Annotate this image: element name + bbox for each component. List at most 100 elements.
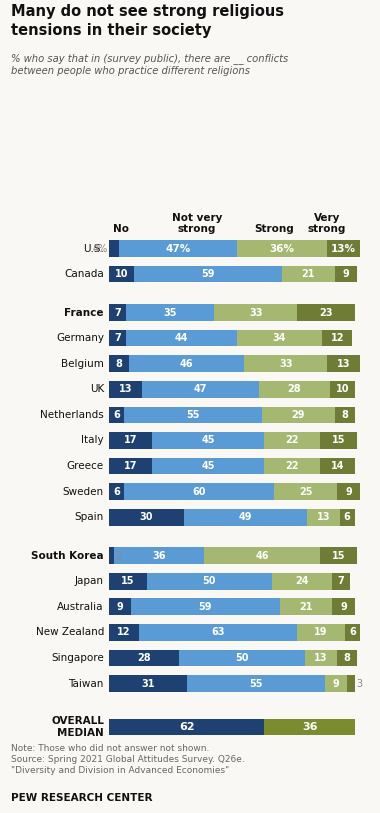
Text: 36%: 36% [269, 244, 294, 254]
Bar [320, 547, 357, 564]
Bar [109, 573, 147, 589]
Bar [124, 406, 262, 424]
Bar [119, 241, 237, 257]
Text: 36%: 36% [271, 244, 294, 254]
Bar [264, 433, 320, 449]
Text: 19: 19 [314, 628, 328, 637]
Bar [109, 547, 114, 564]
Text: Belgium: Belgium [61, 359, 104, 369]
Text: 13: 13 [119, 385, 132, 394]
Text: 15: 15 [332, 550, 345, 561]
Text: South Korea: South Korea [31, 550, 104, 561]
Text: 6: 6 [113, 487, 120, 497]
Text: Netherlands: Netherlands [40, 410, 104, 420]
Bar [109, 381, 141, 398]
Bar [307, 509, 340, 525]
Text: 2: 2 [115, 550, 122, 561]
Text: 23: 23 [319, 307, 332, 318]
Bar [327, 355, 360, 372]
Text: Many do not see strong religious
tensions in their society: Many do not see strong religious tension… [11, 4, 284, 37]
Bar [214, 304, 297, 321]
Bar [305, 650, 337, 667]
Bar [274, 483, 337, 500]
Text: 55: 55 [249, 679, 263, 689]
Bar [335, 406, 355, 424]
Bar [109, 330, 127, 346]
Text: 49: 49 [239, 512, 252, 522]
Bar [297, 304, 355, 321]
Bar [340, 509, 355, 525]
Text: 59: 59 [199, 602, 212, 611]
Bar [152, 433, 264, 449]
Bar [109, 241, 119, 257]
Text: 13: 13 [314, 653, 328, 663]
Bar [320, 433, 357, 449]
Bar [337, 650, 357, 667]
Text: 12: 12 [117, 628, 131, 637]
Text: 34: 34 [273, 333, 286, 343]
Bar [264, 719, 355, 735]
Text: 9: 9 [343, 269, 349, 279]
Text: Very
strong: Very strong [308, 213, 346, 234]
Text: UK: UK [90, 385, 104, 394]
Bar [204, 547, 320, 564]
Text: 21: 21 [302, 269, 315, 279]
Bar [320, 458, 355, 474]
Text: Taiwan: Taiwan [68, 679, 104, 689]
Bar [147, 573, 272, 589]
Text: Canada: Canada [64, 269, 104, 279]
Bar [332, 573, 350, 589]
Text: 62: 62 [179, 722, 195, 732]
Text: 8: 8 [344, 653, 351, 663]
Bar [237, 330, 322, 346]
Text: 17: 17 [124, 461, 137, 471]
Text: 3: 3 [356, 679, 362, 689]
Text: 46: 46 [180, 359, 193, 369]
Text: 31: 31 [141, 679, 155, 689]
Text: Spain: Spain [74, 512, 104, 522]
Text: 25: 25 [299, 487, 313, 497]
Text: 9: 9 [332, 679, 339, 689]
Text: 22: 22 [285, 436, 299, 446]
Text: 10: 10 [115, 269, 128, 279]
Text: 24: 24 [295, 576, 309, 586]
Bar [280, 598, 332, 615]
Bar [139, 624, 297, 641]
Text: 13%: 13% [332, 244, 355, 254]
Text: 63: 63 [211, 628, 225, 637]
Bar [134, 266, 282, 282]
Text: 50: 50 [235, 653, 249, 663]
Text: 36: 36 [152, 550, 166, 561]
Text: 21: 21 [299, 602, 313, 611]
Text: 44: 44 [175, 333, 188, 343]
Text: 6: 6 [344, 512, 351, 522]
Text: Greece: Greece [67, 461, 104, 471]
Text: France: France [64, 307, 104, 318]
Bar [327, 241, 360, 257]
Text: 28: 28 [288, 385, 301, 394]
Text: Note: Those who did not answer not shown.
Source: Spring 2021 Global Attitudes S: Note: Those who did not answer not shown… [11, 744, 245, 775]
Text: 45: 45 [201, 436, 215, 446]
Bar [322, 330, 352, 346]
Bar [337, 483, 360, 500]
Bar [109, 433, 152, 449]
Bar [297, 624, 345, 641]
Text: 60: 60 [193, 487, 206, 497]
Text: Singapore: Singapore [51, 653, 104, 663]
Bar [332, 598, 355, 615]
Text: 12: 12 [331, 333, 344, 343]
Bar [327, 241, 360, 257]
Text: Strong: Strong [255, 224, 294, 234]
Text: 9: 9 [117, 602, 124, 611]
Text: 13: 13 [337, 359, 350, 369]
Bar [152, 458, 264, 474]
Bar [119, 241, 237, 257]
Text: 13: 13 [317, 512, 330, 522]
Text: 4%: 4% [93, 244, 108, 254]
Bar [141, 381, 260, 398]
Text: 13%: 13% [331, 244, 356, 254]
Bar [131, 598, 280, 615]
Text: Japan: Japan [75, 576, 104, 586]
Text: 6: 6 [113, 410, 120, 420]
Bar [330, 381, 355, 398]
